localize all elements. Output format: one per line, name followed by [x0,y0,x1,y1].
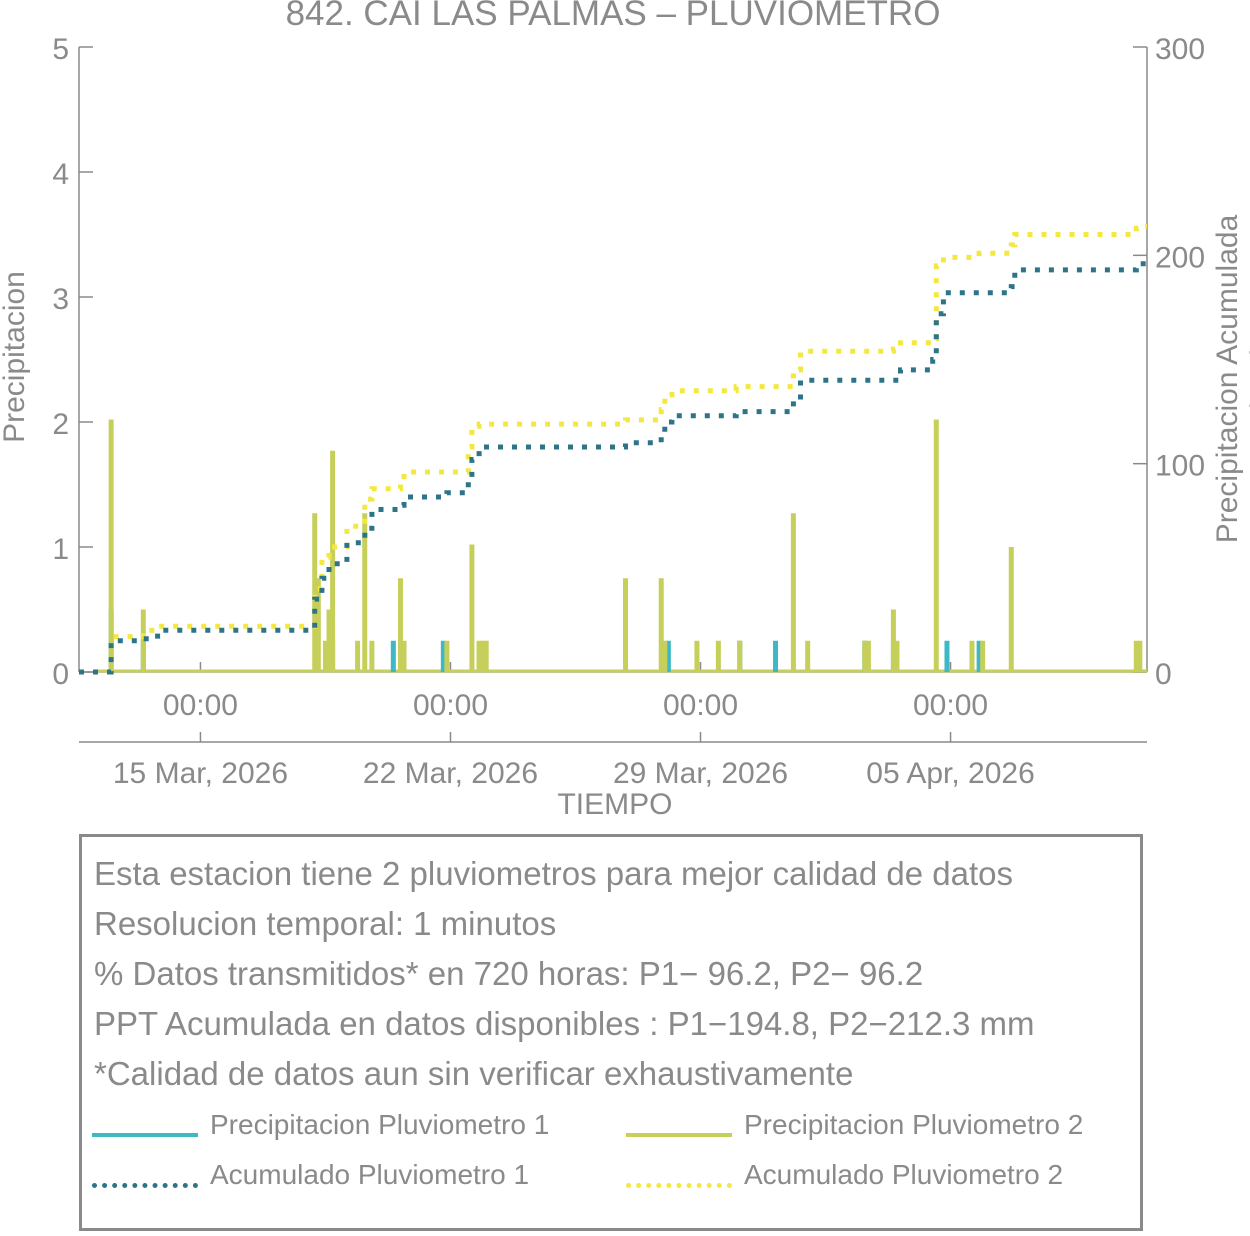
info-line-stations: Esta estacion tiene 2 pluviometros para … [94,855,1014,892]
p2-bar [933,419,939,672]
p2-bar [865,640,871,672]
p1-bar [976,640,982,672]
y-tick-label-right: 100 [1155,450,1205,483]
p2-bar [326,609,332,672]
p2-bar [623,578,629,672]
info-line-quality-note: *Calidad de datos aun sin verificar exha… [94,1055,854,1092]
chart-axes [78,46,1148,743]
p2-bar [483,640,489,672]
legend-swatch-p1 [92,1133,198,1137]
p2-bar [658,578,664,672]
info-legend-box: Esta estacion tiene 2 pluviometros para … [79,834,1143,1231]
p2-bar [315,578,321,672]
y-tick-label-left: 2 [52,408,69,441]
p1-bar [390,640,396,672]
p2-bar [108,419,114,672]
p2-bar [476,640,482,672]
p2-bar [469,544,475,672]
p2-bar [894,640,900,672]
p2-bar [330,450,336,672]
p2-bar [355,640,361,672]
x-tick-label-time: 00:00 [413,689,488,722]
info-line-transmitted: % Datos transmitidos* en 720 horas: P1− … [94,955,924,992]
p2-bar [444,640,450,672]
x-tick-label-time: 00:00 [913,689,988,722]
legend-swatch-acc2 [626,1183,732,1188]
info-line-accumulated: PPT Acumulada en datos disponibles : P1−… [94,1005,1035,1042]
y-tick-label-right: 0 [1155,658,1172,691]
p2-bar [397,578,403,672]
y-tick-label-left: 4 [52,158,69,191]
legend-swatch-acc1 [92,1183,198,1188]
y-tick-label-right: 300 [1155,33,1205,66]
p2-bar [790,513,796,672]
p2-bar [737,640,743,672]
p2-bar [980,640,986,672]
legend-label-acc1: Acumulado Pluviometro 1 [210,1159,530,1190]
p1-bar [944,640,950,672]
p2-bar [1133,640,1139,672]
accumulated-lines [79,223,1147,675]
p2-bar [969,640,975,672]
y-tick-label-left: 1 [52,533,69,566]
legend-label-acc2: Acumulado Pluviometro 2 [744,1159,1064,1190]
legend-label-p1: Precipitacion Pluviometro 1 [210,1109,550,1140]
x-tick-label-date: 05 Apr, 2026 [866,757,1035,790]
p1-bar [773,640,779,672]
p2-bar [805,640,811,672]
x-tick-label-date: 22 Mar, 2026 [363,757,538,790]
y-tick-label-right: 200 [1155,241,1205,274]
y-tick-label-left: 3 [52,283,69,316]
precipitation-bars [93,419,1147,673]
x-tick-label-date: 29 Mar, 2026 [613,757,788,790]
y-axis-right-label: Precipitacion Acumulada (mm) [1211,214,1250,544]
acc2-line [79,223,1147,675]
p2-bar [862,640,868,672]
p2-bar [369,640,375,672]
p1-bar [665,640,671,672]
info-line-resolution: Resolucion temporal: 1 minutos [94,905,557,942]
p2-bar [1137,640,1143,672]
precipitation-chart: 0 1 2 3 4 5 0 100 200 300 00:00 15 Mar, 2026 00:00 22… [52,33,1205,790]
p2-bar [140,609,146,672]
p2-bar [401,640,407,672]
p1-bar [440,640,446,672]
y-tick-label-left: 0 [52,658,69,691]
x-tick-label-date: 15 Mar, 2026 [113,757,288,790]
p2-bar [662,640,668,672]
legend-swatch-p2 [626,1133,732,1137]
legend-label-p2: Precipitacion Pluviometro 2 [744,1109,1084,1140]
chart-title: 842. CAI LAS PALMAS – PLUVIOMETRO [285,0,941,33]
p2-bar [362,513,368,672]
y-axis-left-label: Precipitacion [0,271,31,443]
p2-bar [715,640,721,672]
p2-bar [312,513,318,672]
tick-labels: 0 1 2 3 4 5 0 100 200 300 00:00 15 Mar, 2026 00:00 22… [52,33,1205,790]
y-tick-label-left: 5 [52,33,69,66]
acc1-line [79,261,1147,675]
x-axis-label: TIEMPO [557,788,673,821]
p2-bar [480,640,486,672]
p2-bar [322,640,328,672]
p2-bar [1008,547,1014,672]
x-tick-label-time: 00:00 [163,689,238,722]
p2-bar [890,609,896,672]
x-tick-label-time: 00:00 [663,689,738,722]
p2-bar [694,640,700,672]
